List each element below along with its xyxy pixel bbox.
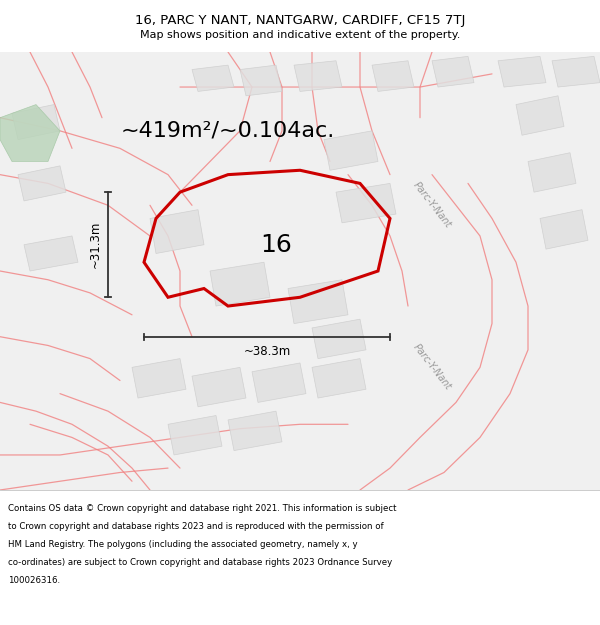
Polygon shape (0, 104, 60, 161)
Text: 16, PARC Y NANT, NANTGARW, CARDIFF, CF15 7TJ: 16, PARC Y NANT, NANTGARW, CARDIFF, CF15… (135, 14, 465, 27)
Polygon shape (228, 411, 282, 451)
Text: ~38.3m: ~38.3m (244, 345, 290, 358)
Text: ~419m²/~0.104ac.: ~419m²/~0.104ac. (121, 121, 335, 141)
Text: HM Land Registry. The polygons (including the associated geometry, namely x, y: HM Land Registry. The polygons (includin… (8, 540, 358, 549)
Polygon shape (372, 61, 414, 91)
Polygon shape (168, 416, 222, 455)
Polygon shape (252, 363, 306, 403)
Text: Parc-Y-Nant: Parc-Y-Nant (411, 181, 453, 230)
Polygon shape (528, 152, 576, 192)
Polygon shape (192, 65, 234, 91)
Text: Parc-Y-Nant: Parc-Y-Nant (411, 342, 453, 392)
Text: 16: 16 (260, 232, 292, 257)
Polygon shape (552, 56, 600, 87)
Text: ~31.3m: ~31.3m (89, 221, 102, 268)
Polygon shape (288, 280, 348, 324)
Polygon shape (540, 209, 588, 249)
Polygon shape (24, 236, 78, 271)
Polygon shape (336, 183, 396, 223)
Polygon shape (324, 131, 378, 170)
Polygon shape (18, 166, 66, 201)
Polygon shape (132, 359, 186, 398)
Text: to Crown copyright and database rights 2023 and is reproduced with the permissio: to Crown copyright and database rights 2… (8, 522, 383, 531)
Polygon shape (210, 262, 270, 306)
Polygon shape (294, 61, 342, 91)
Polygon shape (150, 209, 204, 254)
Polygon shape (12, 104, 60, 139)
Bar (0, 52, 600, 490)
Polygon shape (312, 319, 366, 359)
Polygon shape (432, 56, 474, 87)
Polygon shape (240, 65, 282, 96)
Bar (0, 490, 600, 625)
Polygon shape (516, 96, 564, 135)
Polygon shape (192, 368, 246, 407)
Bar (0, 0, 600, 52)
Text: 100026316.: 100026316. (8, 576, 60, 585)
Text: co-ordinates) are subject to Crown copyright and database rights 2023 Ordnance S: co-ordinates) are subject to Crown copyr… (8, 558, 392, 567)
Polygon shape (312, 359, 366, 398)
Text: Contains OS data © Crown copyright and database right 2021. This information is : Contains OS data © Crown copyright and d… (8, 504, 397, 513)
Polygon shape (498, 56, 546, 87)
Text: Map shows position and indicative extent of the property.: Map shows position and indicative extent… (140, 30, 460, 40)
